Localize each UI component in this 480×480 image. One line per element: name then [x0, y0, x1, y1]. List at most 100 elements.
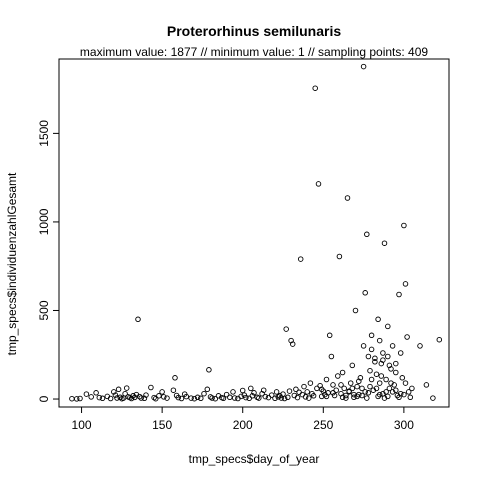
data-point [96, 394, 103, 401]
data-point [368, 346, 375, 353]
data-point [436, 336, 443, 343]
data-point [336, 253, 343, 260]
data-point [223, 391, 230, 398]
chart-subtitle: maximum value: 1877 // minimum value: 1 … [80, 45, 428, 59]
y-tick-label: 500 [37, 300, 51, 320]
data-point [260, 387, 267, 393]
y-axis-label: tmp_specs$individuenzahlGesamt [5, 172, 19, 355]
data-point [152, 395, 159, 402]
data-point [351, 394, 357, 401]
data-point [331, 392, 338, 399]
data-point [330, 390, 336, 396]
data-point [323, 393, 330, 400]
data-point [372, 359, 378, 365]
x-axis-label: tmp_specs$day_of_year [189, 452, 320, 466]
data-point [161, 394, 167, 400]
data-point [293, 386, 299, 393]
data-point [356, 378, 362, 385]
data-point [143, 392, 149, 398]
data-point [206, 367, 212, 373]
data-point [315, 181, 322, 187]
data-point [286, 388, 293, 394]
data-point [344, 195, 351, 201]
data-point [99, 395, 106, 402]
data-point [69, 395, 75, 402]
data-point [209, 395, 215, 401]
data-point [318, 386, 325, 393]
data-point [393, 387, 399, 393]
data-point [304, 389, 310, 395]
data-point [326, 332, 333, 339]
data-point [365, 353, 372, 360]
data-point [285, 394, 291, 401]
data-point [136, 393, 143, 400]
data-point [268, 392, 275, 398]
data-point [393, 360, 399, 367]
data-point [238, 393, 244, 400]
data-point [77, 395, 83, 402]
data-point [159, 389, 165, 395]
data-point [164, 395, 170, 401]
data-point [373, 371, 380, 377]
data-point [368, 376, 375, 383]
data-point [380, 350, 386, 356]
data-point [359, 392, 365, 399]
data-point [352, 307, 359, 314]
data-point [73, 396, 80, 402]
data-point [367, 383, 373, 390]
data-point [375, 316, 381, 323]
data-point [256, 395, 262, 401]
data-point [397, 350, 404, 356]
data-point [310, 393, 317, 399]
data-point [273, 389, 280, 395]
data-point [389, 389, 396, 395]
data-point [289, 341, 296, 347]
data-point [262, 393, 269, 400]
data-point [372, 355, 378, 362]
data-point [201, 390, 207, 397]
data-point [227, 394, 233, 401]
data-point [88, 394, 94, 400]
y-tick-label: 1000 [37, 208, 51, 235]
data-point [107, 395, 114, 402]
data-point [183, 393, 190, 400]
data-point [231, 395, 238, 401]
data-point [138, 395, 144, 401]
data-point [328, 353, 335, 360]
data-point [386, 362, 393, 369]
data-point [307, 380, 314, 386]
data-point [339, 369, 346, 376]
data-point [378, 373, 385, 379]
data-point [405, 389, 412, 395]
data-point [376, 380, 383, 386]
data-point [380, 357, 386, 363]
data-point [381, 240, 388, 246]
chart-title: Proterorhinus semilunaris [167, 23, 341, 39]
data-point [170, 387, 177, 393]
data-point [172, 375, 178, 381]
data-point [178, 395, 185, 402]
data-point [362, 389, 368, 395]
data-point [367, 367, 373, 374]
data-point [111, 389, 117, 395]
data-point [243, 394, 249, 401]
data-point [239, 387, 246, 394]
data-point [323, 376, 330, 383]
data-point [393, 369, 399, 376]
data-point [212, 395, 219, 402]
data-point [301, 383, 307, 390]
data-point [283, 326, 289, 332]
x-tick-label: 200 [233, 418, 253, 432]
data-point [135, 316, 141, 323]
data-point [204, 386, 211, 393]
data-point [401, 391, 407, 398]
data-point [409, 385, 415, 392]
data-point [339, 394, 346, 401]
x-tick-label: 150 [152, 418, 172, 432]
data-point [362, 290, 368, 296]
data-point [354, 383, 360, 390]
data-point [251, 390, 257, 396]
data-point [343, 395, 349, 401]
data-point [148, 384, 154, 391]
